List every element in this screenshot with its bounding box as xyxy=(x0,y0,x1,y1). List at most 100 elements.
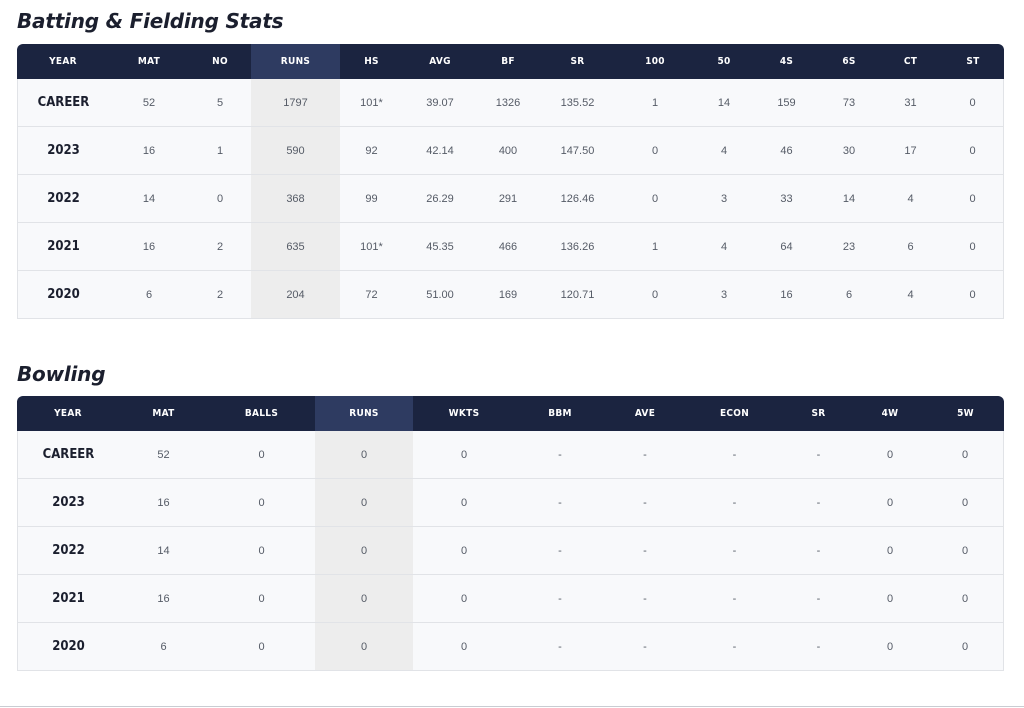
runs-cell: 1797 xyxy=(251,79,340,127)
year-cell: 2020 xyxy=(17,623,119,671)
bowling-row-2020: 2020 6 0 0 0 - - - - 0 0 xyxy=(17,623,1004,671)
five-wickets-cell: 0 xyxy=(927,479,1004,527)
stumpings-cell: 0 xyxy=(942,175,1004,223)
avg-cell: 39.07 xyxy=(403,79,477,127)
wkts-cell: 0 xyxy=(413,623,515,671)
column-header-4s[interactable]: 4S xyxy=(754,44,819,79)
bf-cell: 291 xyxy=(477,175,539,223)
column-header-mat[interactable]: MAT xyxy=(119,396,208,431)
hundreds-cell: 1 xyxy=(616,223,694,271)
year-cell: 2020 xyxy=(17,271,109,319)
fifties-cell: 4 xyxy=(694,127,754,175)
column-header-6s[interactable]: 6S xyxy=(819,44,879,79)
runs-cell: 0 xyxy=(315,623,413,671)
econ-cell: - xyxy=(685,479,784,527)
batting-row-career: CAREER 52 5 1797 101* 39.07 1326 135.52 … xyxy=(17,79,1004,127)
column-header-avg[interactable]: AVG xyxy=(403,44,477,79)
column-header-sr[interactable]: SR xyxy=(784,396,853,431)
column-header-ave[interactable]: AVE xyxy=(605,396,685,431)
mat-cell: 52 xyxy=(109,79,189,127)
column-header-st[interactable]: ST xyxy=(942,44,1004,79)
year-cell: 2023 xyxy=(17,479,119,527)
batting-row-2022: 2022 14 0 368 99 26.29 291 126.46 0 3 33… xyxy=(17,175,1004,223)
year-cell: CAREER xyxy=(17,79,109,127)
column-header-year[interactable]: YEAR xyxy=(17,44,109,79)
batting-row-2020: 2020 6 2 204 72 51.00 169 120.71 0 3 16 … xyxy=(17,271,1004,319)
stumpings-cell: 0 xyxy=(942,271,1004,319)
column-header-year[interactable]: YEAR xyxy=(17,396,119,431)
sr-cell: - xyxy=(784,623,853,671)
batting-header-row: YEAR MAT NO RUNS HS AVG BF SR 100 50 4S … xyxy=(17,44,1004,79)
bf-cell: 169 xyxy=(477,271,539,319)
four-wickets-cell: 0 xyxy=(853,527,927,575)
hs-cell: 101* xyxy=(340,79,403,127)
fours-cell: 46 xyxy=(754,127,819,175)
mat-cell: 14 xyxy=(109,175,189,223)
four-wickets-cell: 0 xyxy=(853,431,927,479)
year-cell: 2022 xyxy=(17,527,119,575)
bbm-cell: - xyxy=(515,575,605,623)
five-wickets-cell: 0 xyxy=(927,623,1004,671)
balls-cell: 0 xyxy=(208,575,315,623)
column-header-5w[interactable]: 5W xyxy=(927,396,1004,431)
five-wickets-cell: 0 xyxy=(927,431,1004,479)
column-header-econ[interactable]: ECON xyxy=(685,396,784,431)
hs-cell: 101* xyxy=(340,223,403,271)
bf-cell: 400 xyxy=(477,127,539,175)
ave-cell: - xyxy=(605,431,685,479)
mat-cell: 16 xyxy=(119,575,208,623)
sixes-cell: 23 xyxy=(819,223,879,271)
column-header-runs[interactable]: RUNS xyxy=(251,44,340,79)
mat-cell: 16 xyxy=(119,479,208,527)
ave-cell: - xyxy=(605,575,685,623)
hundreds-cell: 0 xyxy=(616,175,694,223)
wkts-cell: 0 xyxy=(413,575,515,623)
column-header-ct[interactable]: CT xyxy=(879,44,942,79)
sr-cell: 136.26 xyxy=(539,223,616,271)
sr-cell: 147.50 xyxy=(539,127,616,175)
bbm-cell: - xyxy=(515,527,605,575)
batting-stats-table: YEAR MAT NO RUNS HS AVG BF SR 100 50 4S … xyxy=(17,44,1004,319)
bowling-row-2022: 2022 14 0 0 0 - - - - 0 0 xyxy=(17,527,1004,575)
column-header-4w[interactable]: 4W xyxy=(853,396,927,431)
column-header-bbm[interactable]: BBM xyxy=(515,396,605,431)
column-header-sr[interactable]: SR xyxy=(539,44,616,79)
stumpings-cell: 0 xyxy=(942,79,1004,127)
mat-cell: 14 xyxy=(119,527,208,575)
column-header-balls[interactable]: BALLS xyxy=(208,396,315,431)
fifties-cell: 14 xyxy=(694,79,754,127)
column-header-50[interactable]: 50 xyxy=(694,44,754,79)
five-wickets-cell: 0 xyxy=(927,527,1004,575)
column-header-hs[interactable]: HS xyxy=(340,44,403,79)
catches-cell: 31 xyxy=(879,79,942,127)
runs-cell: 204 xyxy=(251,271,340,319)
bf-cell: 1326 xyxy=(477,79,539,127)
fifties-cell: 3 xyxy=(694,175,754,223)
no-cell: 2 xyxy=(189,271,251,319)
column-header-runs[interactable]: RUNS xyxy=(315,396,413,431)
four-wickets-cell: 0 xyxy=(853,479,927,527)
wkts-cell: 0 xyxy=(413,479,515,527)
column-header-wkts[interactable]: WKTS xyxy=(413,396,515,431)
hundreds-cell: 0 xyxy=(616,271,694,319)
four-wickets-cell: 0 xyxy=(853,623,927,671)
fours-cell: 64 xyxy=(754,223,819,271)
no-cell: 1 xyxy=(189,127,251,175)
column-header-bf[interactable]: BF xyxy=(477,44,539,79)
runs-cell: 0 xyxy=(315,479,413,527)
bowling-row-2021: 2021 16 0 0 0 - - - - 0 0 xyxy=(17,575,1004,623)
sr-cell: - xyxy=(784,527,853,575)
econ-cell: - xyxy=(685,575,784,623)
page-bottom-divider xyxy=(0,706,1024,707)
ave-cell: - xyxy=(605,527,685,575)
five-wickets-cell: 0 xyxy=(927,575,1004,623)
no-cell: 0 xyxy=(189,175,251,223)
column-header-no[interactable]: NO xyxy=(189,44,251,79)
hs-cell: 72 xyxy=(340,271,403,319)
batting-row-2023: 2023 16 1 590 92 42.14 400 147.50 0 4 46… xyxy=(17,127,1004,175)
fifties-cell: 3 xyxy=(694,271,754,319)
column-header-100[interactable]: 100 xyxy=(616,44,694,79)
column-header-mat[interactable]: MAT xyxy=(109,44,189,79)
bowling-header-row: YEAR MAT BALLS RUNS WKTS BBM AVE ECON SR… xyxy=(17,396,1004,431)
batting-row-2021: 2021 16 2 635 101* 45.35 466 136.26 1 4 … xyxy=(17,223,1004,271)
